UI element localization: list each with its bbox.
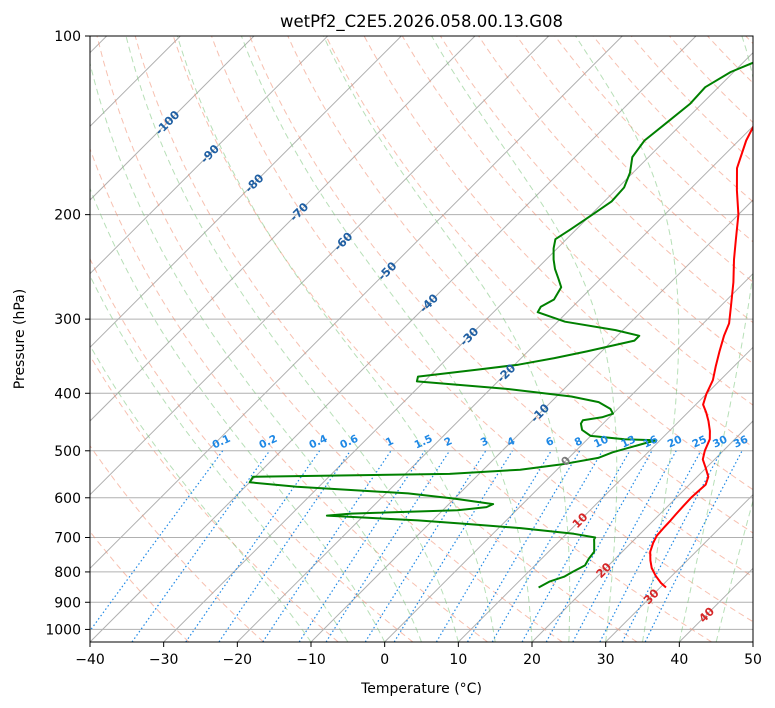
mixing-ratio-label: 36 xyxy=(732,434,750,451)
mixing-ratio-line xyxy=(262,450,392,642)
moist-adiabat xyxy=(125,36,459,642)
mixing-ratio-label: 3 xyxy=(479,435,491,449)
isotherm-line xyxy=(384,272,753,642)
dewpoint-line xyxy=(248,61,753,589)
isotherm-line xyxy=(90,36,697,642)
isotherm-line xyxy=(90,36,550,496)
mixing-ratio-label: 1 xyxy=(384,435,396,449)
moist-adiabat xyxy=(431,36,618,642)
isotherm-line xyxy=(457,346,753,642)
dry-adiabat xyxy=(516,36,753,283)
y-tick-label: 400 xyxy=(54,386,81,402)
dry-adiabat xyxy=(249,36,753,578)
isotherm-line xyxy=(90,36,402,349)
mixing-ratio-line xyxy=(218,450,351,642)
isotherm-line xyxy=(236,125,753,642)
x-axis-label: Temperature (°C) xyxy=(360,681,482,697)
mixing-ratio-line xyxy=(572,450,677,642)
isotherm-line xyxy=(163,51,753,642)
moist-adiabat xyxy=(176,36,496,642)
x-tick-label: 40 xyxy=(670,652,688,668)
mixing-ratio-line xyxy=(364,450,487,642)
mixing-ratio-label: 16 xyxy=(641,434,659,451)
dry-adiabat xyxy=(134,36,638,642)
isotherm-line xyxy=(90,36,255,201)
moist-adiabat xyxy=(678,36,753,642)
dry-adiabat xyxy=(90,354,339,642)
mixing-ratio-line xyxy=(599,450,702,642)
x-tick-label: −10 xyxy=(296,652,326,668)
mixing-ratio-line xyxy=(435,450,552,642)
moist-adiabat xyxy=(90,61,422,642)
y-tick-label: 900 xyxy=(54,595,81,611)
dry-adiabat xyxy=(90,257,414,642)
plot-area xyxy=(90,36,753,642)
x-tick-label: −40 xyxy=(75,652,105,668)
mixing-ratio-label: 25 xyxy=(690,434,708,451)
isotherm-line xyxy=(90,36,476,422)
y-tick-label: 1000 xyxy=(45,622,81,638)
y-tick-label: 300 xyxy=(54,312,81,328)
dry-adiabat xyxy=(325,36,753,491)
x-tick-label: 10 xyxy=(449,652,467,668)
dry-adiabat xyxy=(287,36,753,534)
isotherm-line xyxy=(531,420,753,642)
mixing-ratio-label: 2 xyxy=(442,435,454,449)
y-axis-label: Pressure (hPa) xyxy=(12,289,28,389)
dry-adiabat xyxy=(211,36,753,623)
mixing-ratio-label: 30 xyxy=(711,434,729,451)
x-tick-label: 30 xyxy=(597,652,615,668)
x-tick-label: −20 xyxy=(223,652,253,668)
mixing-ratio-line xyxy=(325,450,451,642)
mixing-ratio-line xyxy=(131,450,271,642)
y-tick-label: 800 xyxy=(54,565,81,581)
isotherm-line xyxy=(605,493,753,642)
y-tick-label: 500 xyxy=(54,444,81,460)
y-tick-label: 600 xyxy=(54,491,81,507)
background-lines xyxy=(90,36,753,642)
moist-adiabat xyxy=(90,274,349,642)
moist-adiabat xyxy=(90,187,386,642)
isotherm-line xyxy=(90,36,623,570)
chart-title: wetPf2_C2E5.2026.058.00.13.G08 xyxy=(280,12,563,32)
mixing-ratio-line xyxy=(644,450,743,642)
dry-adiabat xyxy=(172,36,712,642)
x-tick-label: 0 xyxy=(380,652,389,668)
axes-ticks: −40 −30 −20 −10 0 10 20 30 40 50 100 200 300 400 500 60… xyxy=(45,29,762,668)
x-tick-label: 20 xyxy=(523,652,541,668)
y-tick-label: 700 xyxy=(54,531,81,547)
dry-adiabat xyxy=(90,444,264,642)
plot-frame xyxy=(89,35,754,643)
moist-adiabat xyxy=(715,498,753,642)
mixing-ratio-label: 20 xyxy=(666,434,684,451)
moist-adiabat xyxy=(240,36,533,642)
dry-adiabat xyxy=(96,36,563,642)
moist-adiabat xyxy=(575,36,680,642)
x-tick-label: 50 xyxy=(744,652,762,668)
moist-adiabat xyxy=(90,344,312,642)
moist-adiabat xyxy=(323,36,571,642)
mixing-ratio-line xyxy=(90,450,224,632)
isotherm-line xyxy=(90,36,329,275)
y-tick-label: 200 xyxy=(54,208,81,224)
mixing-ratio-line xyxy=(545,450,653,642)
mixing-ratio-label: 6 xyxy=(544,435,556,449)
mixing-ratio-line xyxy=(521,450,631,642)
mixing-ratio-line xyxy=(185,450,321,642)
mixing-ratio-line xyxy=(298,450,426,642)
mixing-ratio-label: 10 xyxy=(592,434,610,451)
y-tick-label: 100 xyxy=(54,29,81,45)
mixing-ratio-label: 13 xyxy=(619,434,637,451)
sounding-profiles xyxy=(248,61,753,589)
x-tick-label: −30 xyxy=(149,652,179,668)
mixing-ratio-label: 8 xyxy=(573,435,585,449)
temperature-line xyxy=(649,124,753,589)
mixing-ratio-label: 4 xyxy=(505,435,517,449)
